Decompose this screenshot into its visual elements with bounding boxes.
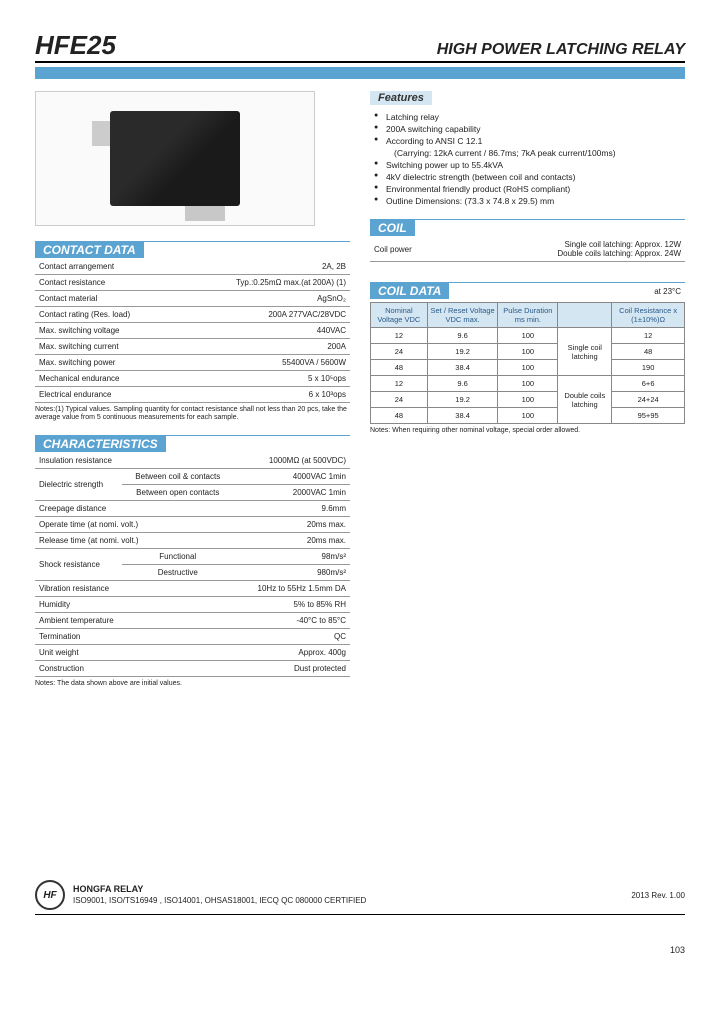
company-name: HONGFA RELAY [73,884,366,896]
product-photo-box [35,91,315,226]
certifications: ISO9001, ISO/TS16949 , ISO14001, OHSAS18… [73,896,366,906]
product-title: HIGH POWER LATCHING RELAY [437,41,685,59]
features-list: Latching relay 200A switching capability… [370,111,685,207]
coil-data-heading: COIL DATA [370,283,449,299]
coil-data-temp: at 23°C [654,287,685,296]
coil-table: Coil powerSingle coil latching: Approx. … [370,237,685,262]
main-columns: CONTACT DATA Contact arrangement2A, 2B C… [35,91,685,700]
contact-data-section: CONTACT DATA Contact arrangement2A, 2B C… [35,241,350,423]
feature-item: Environmental friendly product (RoHS com… [374,183,685,195]
characteristics-heading: CHARACTERISTICS [35,436,166,452]
feature-item: 4kV dielectric strength (between coil an… [374,171,685,183]
characteristics-section: CHARACTERISTICS Insulation resistance100… [35,435,350,688]
footer-text: HONGFA RELAY ISO9001, ISO/TS16949 , ISO1… [73,884,366,906]
feature-item: 200A switching capability [374,123,685,135]
coil-section: COIL Coil powerSingle coil latching: App… [370,219,685,262]
footer: HF HONGFA RELAY ISO9001, ISO/TS16949 , I… [35,880,685,915]
coil-data-header: COIL DATA at 23°C [370,282,685,300]
coil-data-notes: Notes: When requiring other nominal volt… [370,427,685,435]
model-number: HFE25 [35,30,116,61]
left-column: CONTACT DATA Contact arrangement2A, 2B C… [35,91,350,700]
relay-icon [110,111,240,206]
hf-logo-icon: HF [35,880,65,910]
feature-item-sub: (Carrying: 12kA current / 86.7ms; 7kA pe… [374,147,685,159]
feature-item: Latching relay [374,111,685,123]
coil-heading: COIL [370,220,415,236]
page-number: 103 [35,945,685,955]
features-heading: Features [370,91,432,105]
right-column: Features Latching relay 200A switching c… [370,91,685,700]
contact-data-table: Contact arrangement2A, 2B Contact resist… [35,259,350,403]
characteristics-notes: Notes: The data shown above are initial … [35,680,350,688]
characteristics-table: Insulation resistance1000MΩ (at 500VDC) … [35,453,350,677]
feature-item: Switching power up to 55.4kVA [374,159,685,171]
header: HFE25 HIGH POWER LATCHING RELAY [35,30,685,63]
feature-item: According to ANSI C 12.1 [374,135,685,147]
coil-data-table: Nominal Voltage VDC Set / Reset Voltage … [370,302,685,424]
feature-item: Outline Dimensions: (73.3 x 74.8 x 29.5)… [374,195,685,207]
contact-data-heading: CONTACT DATA [35,242,144,258]
revision: 2013 Rev. 1.00 [631,891,685,900]
contact-notes: Notes:(1) Typical values. Sampling quant… [35,406,350,423]
footer-logo-wrap: HF HONGFA RELAY ISO9001, ISO/TS16949 , I… [35,880,366,910]
header-bar [35,67,685,79]
